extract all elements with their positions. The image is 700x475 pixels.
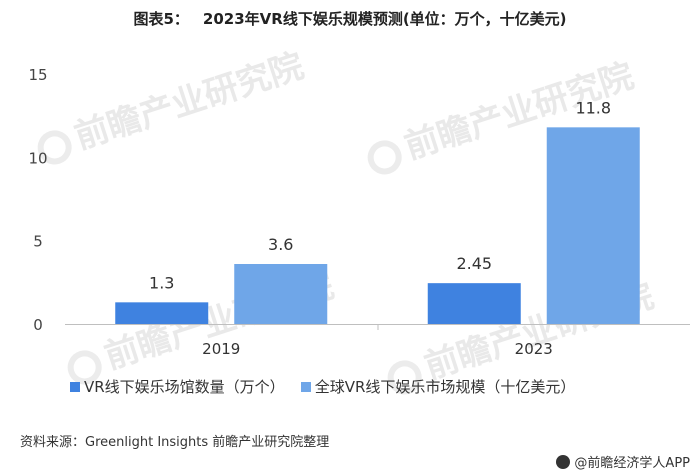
y-tick-label: 10	[28, 149, 47, 167]
y-tick-label: 0	[33, 316, 43, 334]
brand-text: @前瞻经济学人APP	[574, 456, 690, 471]
y-tick-label: 15	[28, 66, 47, 84]
x-tick-label: 2019	[202, 340, 240, 358]
y-tick-label: 5	[33, 233, 43, 251]
source-note: 资料来源：Greenlight Insights 前瞻产业研究院整理	[20, 435, 330, 450]
legend-swatch	[300, 381, 311, 392]
bar	[115, 302, 209, 324]
legend-label: 全球VR线下娱乐市场规模（十亿美元）	[314, 378, 576, 396]
chart-title-prefix: 图表5：	[133, 10, 189, 28]
legend-swatch	[70, 381, 80, 392]
data-label: 11.8	[575, 98, 611, 117]
data-label: 2.45	[456, 254, 492, 273]
brand-logo-icon	[556, 454, 571, 469]
chart-legend: VR线下娱乐场馆数量（万个） 全球VR线下娱乐市场规模（十亿美元）	[70, 376, 575, 397]
chart-title-text: 2023年VR线下娱乐规模预测(单位：万个，十亿美元)	[202, 10, 567, 28]
legend-label: VR线下娱乐场馆数量（万个）	[84, 378, 285, 396]
legend-item-venues: VR线下娱乐场馆数量（万个）	[70, 376, 285, 397]
brand-footer: @前瞻经济学人APP	[556, 452, 690, 471]
chart-title: 图表5： 2023年VR线下娱乐规模预测(单位：万个，十亿美元)	[0, 8, 700, 29]
bar	[234, 264, 328, 324]
bar-chart: 0 5 10 15 1.3 3.6 2019 2.45 11.8 2023	[28, 66, 690, 358]
data-label: 1.3	[149, 273, 174, 292]
legend-item-market: 全球VR线下娱乐市场规模（十亿美元）	[300, 376, 576, 397]
bar	[427, 283, 521, 324]
x-tick-label: 2023	[515, 340, 553, 358]
data-label: 3.6	[268, 235, 293, 254]
bar	[546, 127, 640, 324]
